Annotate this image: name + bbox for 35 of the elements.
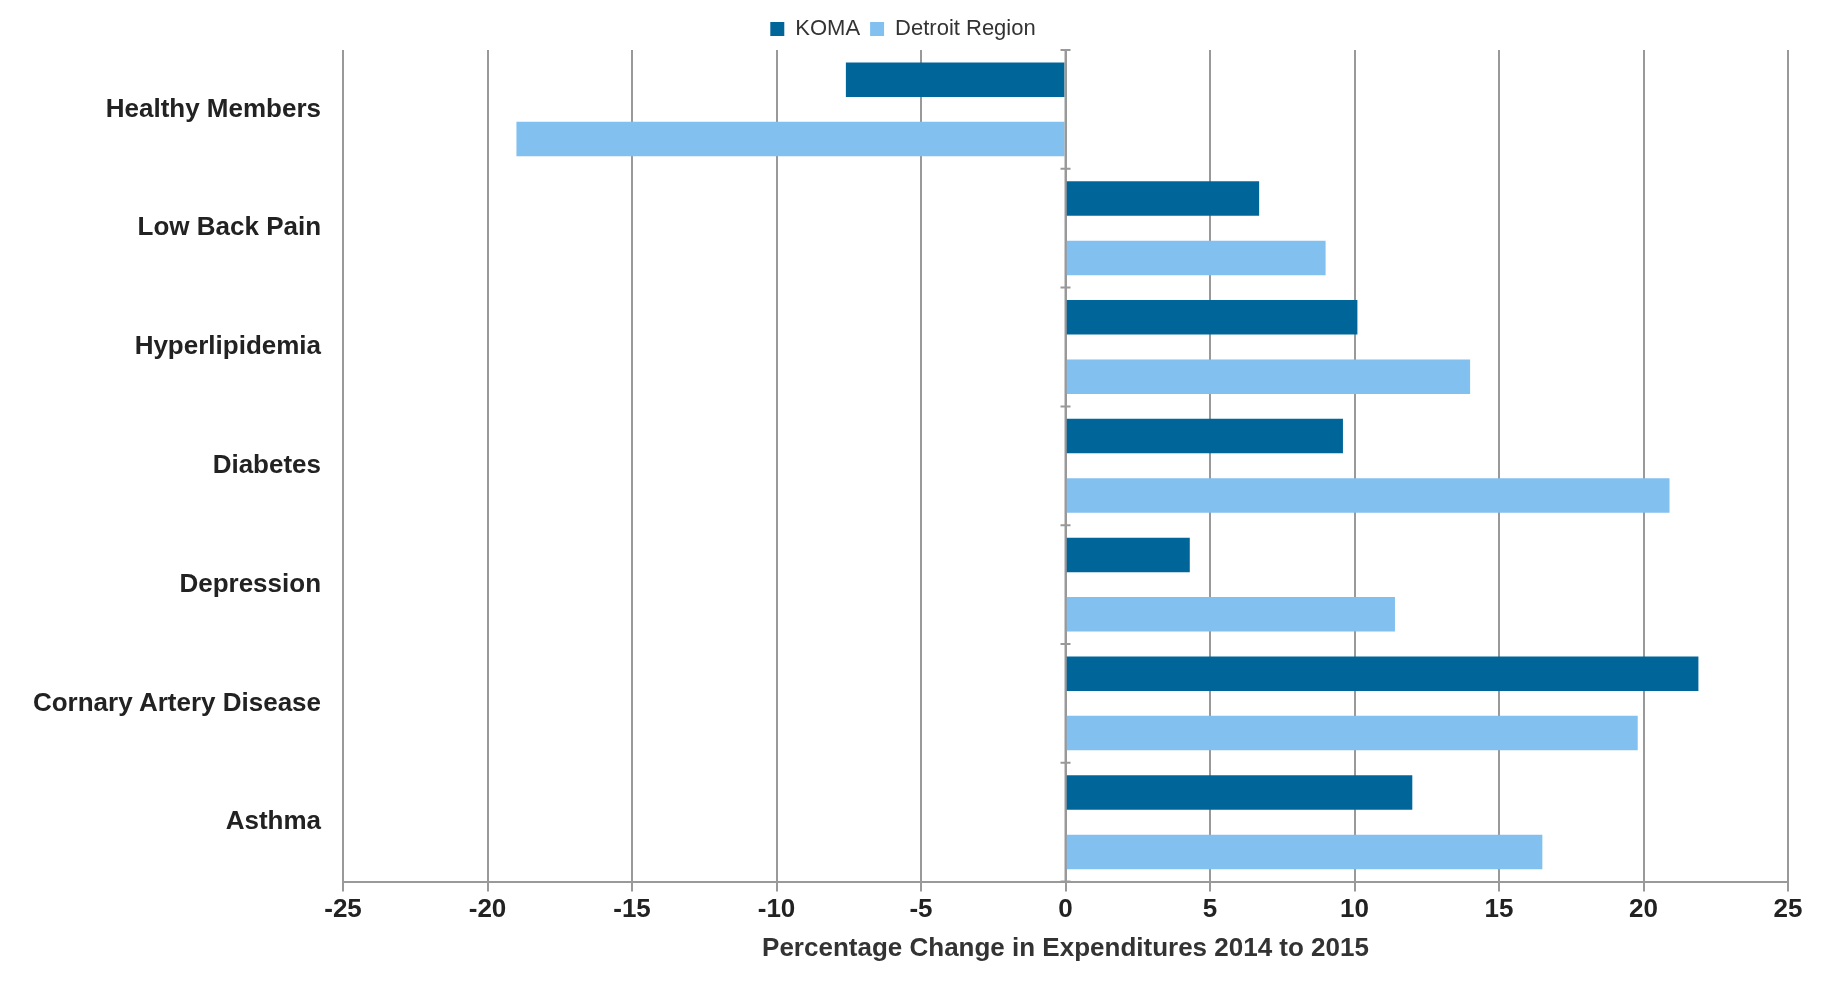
legend-label: Detroit Region bbox=[895, 15, 1036, 41]
bar bbox=[1066, 656, 1699, 691]
x-tick-label: 15 bbox=[1484, 893, 1514, 924]
bar bbox=[1066, 181, 1260, 216]
x-tick-label: -20 bbox=[468, 893, 507, 924]
bar bbox=[1066, 478, 1670, 513]
bar bbox=[1066, 359, 1471, 394]
x-tick-label: 20 bbox=[1629, 893, 1658, 924]
x-tick-label: 10 bbox=[1340, 893, 1369, 924]
y-tick-label: Diabetes bbox=[212, 448, 322, 479]
bar bbox=[516, 121, 1065, 157]
bar bbox=[1066, 715, 1638, 751]
x-tick-label: 0 bbox=[1058, 893, 1073, 924]
y-tick-label: Cornary Artery Disease bbox=[32, 686, 322, 717]
bar bbox=[1066, 597, 1395, 632]
y-tick-label: Low Back Pain bbox=[137, 211, 322, 242]
x-tick-label: 25 bbox=[1773, 893, 1803, 924]
bar bbox=[1066, 300, 1358, 335]
x-tick-label: 5 bbox=[1202, 893, 1218, 924]
bar bbox=[1066, 240, 1326, 276]
x-tick-label: -25 bbox=[324, 893, 362, 924]
bar bbox=[1066, 418, 1343, 454]
y-tick-label: Asthma bbox=[225, 805, 322, 836]
y-tick-label: Depression bbox=[179, 567, 322, 598]
legend-label: KOMA bbox=[795, 15, 861, 41]
y-tick-label: Hyperlipidemia bbox=[134, 330, 322, 361]
x-axis-title: Percentage Change in Expenditures 2014 to 2015 bbox=[762, 931, 1369, 962]
x-tick-label: -5 bbox=[909, 893, 933, 924]
bar bbox=[845, 62, 1065, 97]
x-tick-label: -10 bbox=[757, 893, 796, 924]
x-tick-label: -15 bbox=[613, 893, 651, 924]
y-tick-label: Healthy Members bbox=[105, 92, 322, 123]
bar bbox=[1066, 834, 1543, 870]
bar bbox=[1066, 537, 1190, 573]
bar bbox=[1066, 775, 1413, 810]
